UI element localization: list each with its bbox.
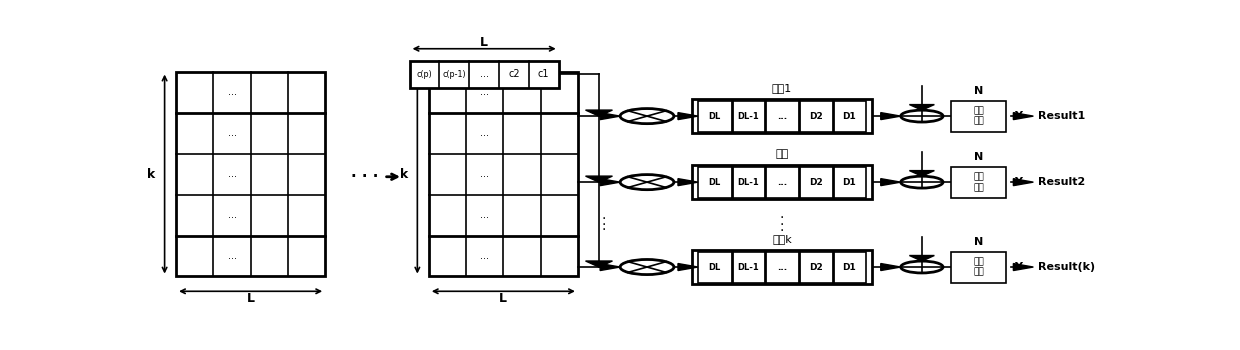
Bar: [409, 61, 558, 88]
Circle shape: [900, 176, 944, 188]
Text: ·: ·: [780, 211, 784, 225]
Text: ...: ...: [227, 128, 237, 138]
Bar: [951, 100, 1007, 132]
Text: D1: D1: [842, 178, 856, 187]
Polygon shape: [678, 264, 698, 271]
Text: c(p-1): c(p-1): [443, 70, 466, 79]
Text: ...: ...: [480, 87, 490, 97]
Polygon shape: [585, 176, 613, 182]
Text: · · ·: · · ·: [351, 169, 378, 184]
Text: ...: ...: [227, 169, 237, 179]
Text: L: L: [247, 292, 254, 305]
Polygon shape: [600, 178, 620, 186]
Text: DL-1: DL-1: [738, 178, 759, 187]
Text: D2: D2: [808, 178, 822, 187]
Polygon shape: [600, 113, 620, 120]
Text: c(p): c(p): [417, 70, 433, 79]
Text: 是否
输出: 是否 输出: [973, 173, 985, 192]
Text: ...: ...: [480, 69, 489, 79]
Text: Y: Y: [1014, 111, 1022, 121]
Text: ·: ·: [601, 212, 606, 226]
Polygon shape: [909, 256, 935, 261]
Bar: [692, 99, 872, 133]
Polygon shape: [1013, 264, 1033, 271]
Text: DL-1: DL-1: [738, 112, 759, 121]
Text: Result1: Result1: [1038, 111, 1085, 121]
Text: N: N: [973, 86, 983, 96]
Text: Result(k): Result(k): [1038, 262, 1095, 272]
Bar: [692, 165, 872, 199]
Text: DL: DL: [708, 262, 720, 272]
Text: ...: ...: [777, 178, 787, 187]
Circle shape: [900, 110, 944, 122]
Text: D2: D2: [808, 262, 822, 272]
Text: D1: D1: [842, 262, 856, 272]
Text: c2: c2: [508, 69, 520, 79]
Bar: [429, 72, 578, 276]
Text: 缓典1: 缓典1: [773, 83, 792, 93]
Circle shape: [620, 259, 675, 275]
Polygon shape: [1013, 113, 1033, 120]
Polygon shape: [678, 113, 698, 120]
Bar: [698, 167, 866, 198]
Text: ...: ...: [777, 262, 787, 272]
Polygon shape: [909, 170, 935, 176]
Text: Y: Y: [1014, 262, 1022, 272]
Text: D2: D2: [808, 112, 822, 121]
Text: 缓垃k: 缓垃k: [773, 234, 792, 244]
Polygon shape: [909, 105, 935, 110]
Text: ...: ...: [227, 210, 237, 220]
Text: DL-1: DL-1: [738, 262, 759, 272]
Bar: [692, 250, 872, 284]
Circle shape: [900, 261, 944, 273]
Text: ·: ·: [780, 224, 784, 238]
Text: N: N: [973, 152, 983, 162]
Bar: [698, 100, 866, 132]
Text: ...: ...: [777, 112, 787, 121]
Polygon shape: [880, 113, 900, 120]
Text: ...: ...: [227, 87, 237, 97]
Text: ...: ...: [227, 251, 237, 261]
Text: 缓垂: 缓垂: [775, 149, 789, 159]
Bar: [698, 252, 866, 282]
Text: ·: ·: [780, 218, 784, 232]
Polygon shape: [1013, 178, 1033, 186]
Text: L: L: [480, 36, 489, 49]
Polygon shape: [600, 264, 620, 271]
Text: Y: Y: [1014, 177, 1022, 187]
Text: DL: DL: [708, 112, 720, 121]
Text: ·: ·: [601, 218, 606, 232]
Text: DL: DL: [708, 178, 720, 187]
Polygon shape: [678, 178, 698, 186]
Bar: [176, 72, 325, 276]
Polygon shape: [585, 261, 613, 267]
Polygon shape: [880, 178, 900, 186]
Text: ·: ·: [601, 223, 606, 237]
Circle shape: [620, 108, 675, 124]
Text: 是否
输出: 是否 输出: [973, 257, 985, 277]
Text: L: L: [500, 292, 507, 305]
Text: Result2: Result2: [1038, 177, 1085, 187]
Text: c1: c1: [538, 69, 549, 79]
Text: ...: ...: [480, 251, 490, 261]
Text: N: N: [973, 237, 983, 247]
Text: 是否
输出: 是否 输出: [973, 106, 985, 126]
Bar: [951, 167, 1007, 198]
Polygon shape: [880, 264, 900, 271]
Text: D1: D1: [842, 112, 856, 121]
Text: k: k: [399, 168, 408, 181]
Text: ...: ...: [480, 210, 490, 220]
Text: ...: ...: [480, 128, 490, 138]
Text: ...: ...: [480, 169, 490, 179]
Polygon shape: [585, 110, 613, 116]
Text: k: k: [148, 168, 155, 181]
Circle shape: [620, 175, 675, 190]
Bar: [951, 252, 1007, 282]
